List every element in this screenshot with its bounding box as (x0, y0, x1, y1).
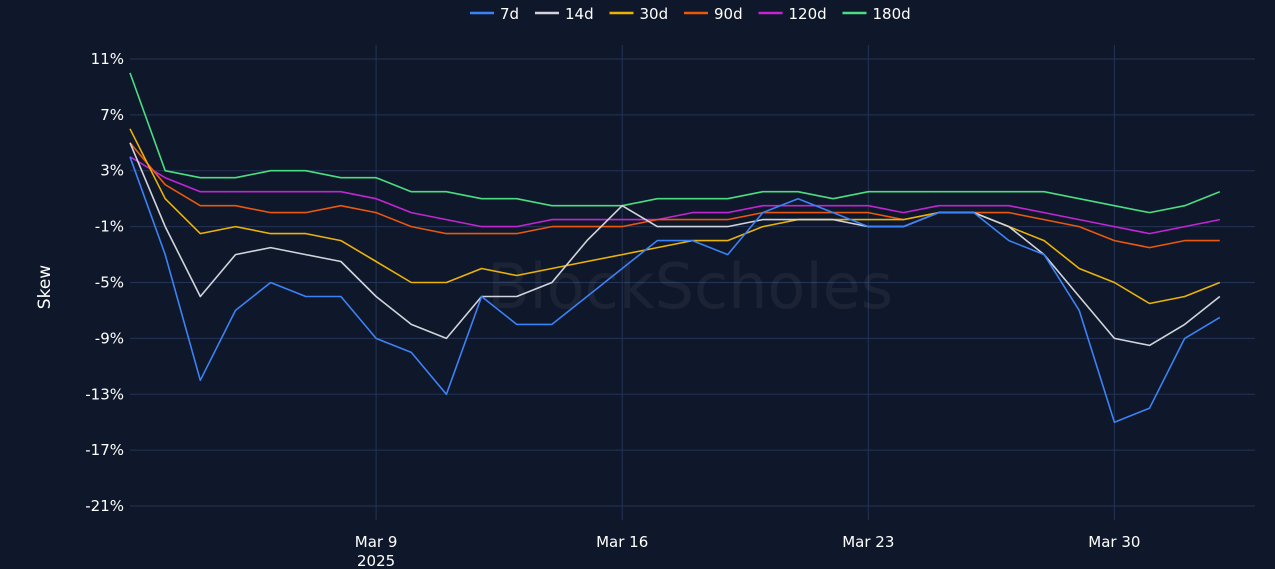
legend-label: 120d (789, 5, 827, 23)
legend-label: 90d (714, 5, 743, 23)
y-tick-label: -17% (85, 441, 124, 459)
y-tick-label: -1% (95, 218, 124, 236)
x-year-label: 2025 (357, 552, 395, 569)
series-line-120d (129, 156, 1220, 235)
legend-item-120d[interactable]: 120d (758, 5, 827, 23)
watermark: BlockScholes (487, 250, 893, 323)
y-axis-title: Skew (35, 265, 55, 309)
legend: 7d 14d 30d 90d 120d 180d (470, 5, 911, 23)
series-line-14d (129, 142, 1221, 347)
y-tick-label: 7% (100, 106, 124, 124)
legend-item-14d[interactable]: 14d (535, 5, 594, 23)
legend-item-90d[interactable]: 90d (684, 5, 743, 23)
series-line-7d (129, 156, 1221, 424)
x-tick-label: Mar 23 (842, 533, 894, 551)
legend-label: 14d (565, 5, 594, 23)
y-axis-ticks: 11% 7% 3% -1% -5% -9% -13% -17% -21% (85, 50, 124, 515)
x-tick-label: Mar 9 (355, 533, 398, 551)
legend-item-30d[interactable]: 30d (609, 5, 669, 23)
x-tick-label: Mar 30 (1088, 533, 1140, 551)
legend-label: 180d (873, 5, 911, 23)
legend-item-180d[interactable]: 180d (842, 5, 911, 23)
y-tick-label: 3% (100, 162, 124, 180)
legend-label: 30d (640, 5, 669, 23)
y-tick-label: -9% (95, 329, 124, 347)
series-line-90d (129, 142, 1220, 249)
series-lines (129, 72, 1221, 424)
y-tick-label: 11% (91, 50, 124, 68)
y-tick-label: -13% (85, 385, 124, 403)
legend-label: 7d (500, 5, 519, 23)
y-tick-label: -21% (85, 497, 124, 515)
series-line-30d (129, 128, 1221, 305)
x-tick-label: Mar 16 (596, 533, 648, 551)
y-tick-label: -5% (95, 274, 124, 292)
legend-item-7d[interactable]: 7d (470, 5, 519, 23)
series-line-180d (129, 72, 1221, 214)
grid-lines (130, 45, 1255, 520)
